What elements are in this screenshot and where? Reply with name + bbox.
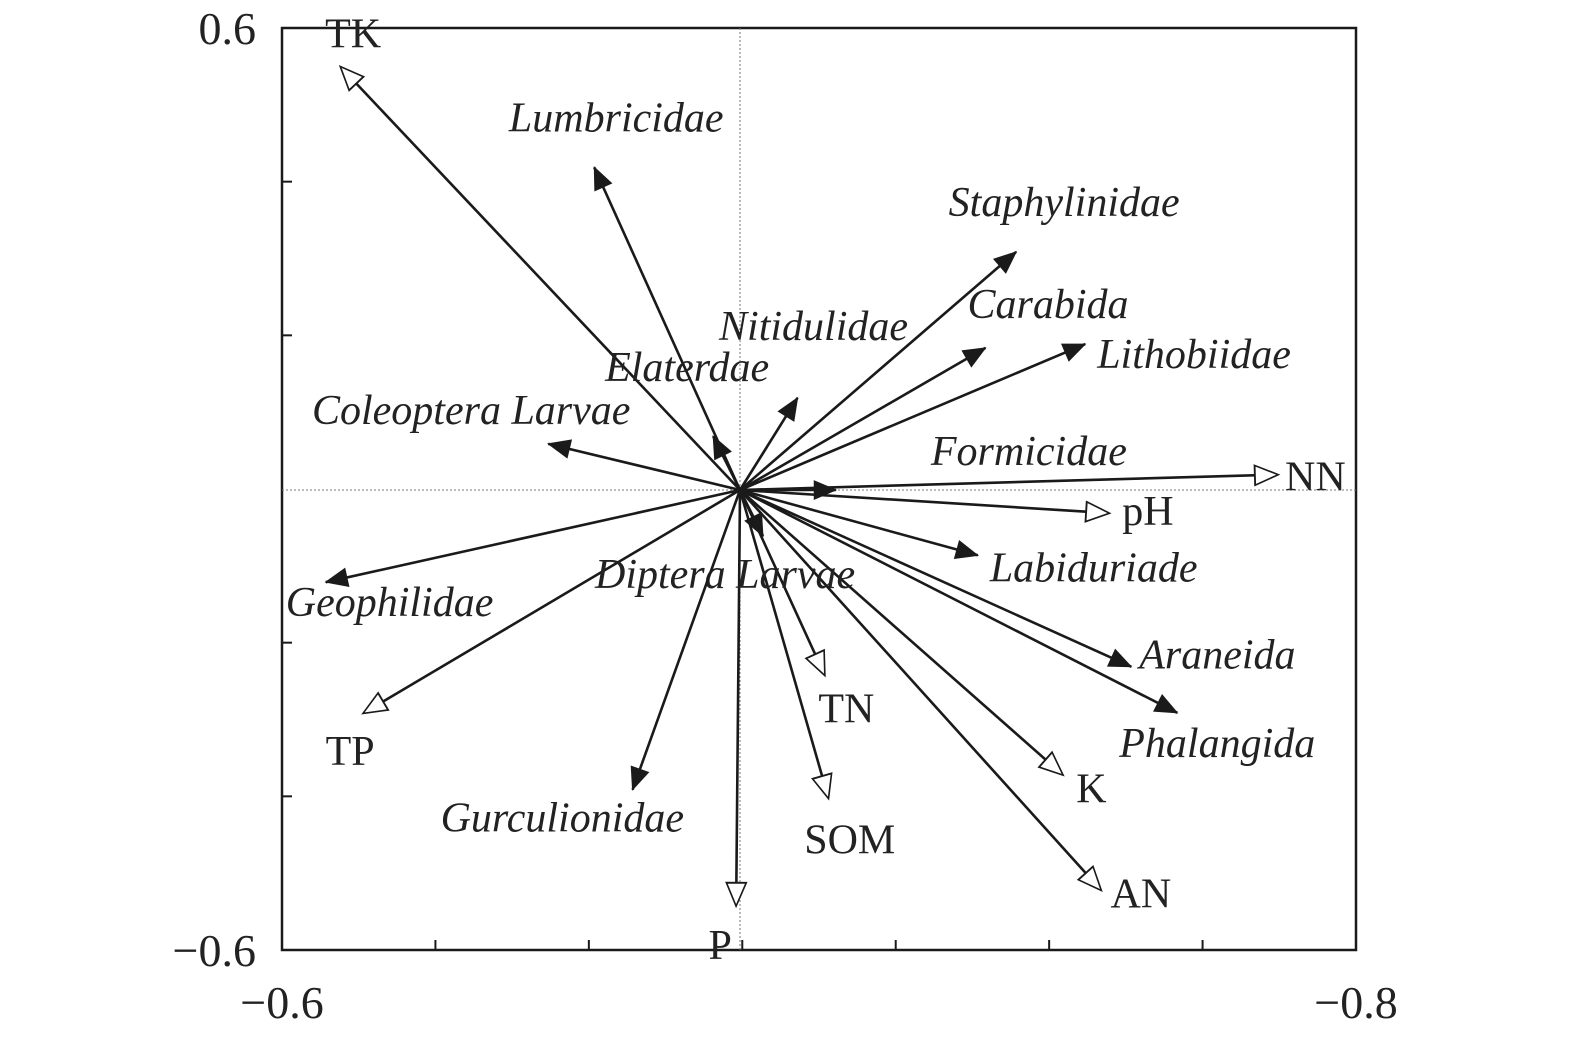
env-arrow-som xyxy=(738,489,833,801)
species-label-diptera-larvae: Diptera Larvae xyxy=(594,552,855,598)
env-arrow-ph xyxy=(739,488,1112,523)
env-label-tn: TN xyxy=(818,686,874,732)
species-label-gurculionidae: Gurculionidae xyxy=(441,796,684,842)
species-arrow-diptera-larvae xyxy=(738,489,765,538)
environment-vectors: TK NN pH TN TP SOM K AN P xyxy=(325,11,1346,968)
species-label-coleoptera-larvae: Coleoptera Larvae xyxy=(312,388,630,434)
species-label-carabida: Carabida xyxy=(967,282,1128,328)
env-label-tk: TK xyxy=(325,11,381,57)
plot-frame xyxy=(280,26,1358,952)
x-tick-label-right: −0.8 xyxy=(1314,977,1397,1028)
env-label-an: AN xyxy=(1111,872,1172,918)
species-arrow-araneida xyxy=(739,488,1133,668)
species-arrow-carabida xyxy=(739,346,987,492)
env-label-tp: TP xyxy=(326,729,375,775)
species-label-lumbricidae: Lumbricidae xyxy=(508,95,724,141)
env-label-ph: pH xyxy=(1122,489,1173,535)
species-label-araneida: Araneida xyxy=(1136,633,1295,679)
species-label-elaterdae: Elaterdae xyxy=(604,345,769,391)
species-vectors: Lumbricidae Staphylinidae CarabidaLithobii… xyxy=(286,95,1316,841)
x-tick-label-left: −0.6 xyxy=(240,977,323,1028)
species-label-lithobiidae: Lithobiidae xyxy=(1096,332,1291,378)
species-arrow-phalangida xyxy=(739,488,1179,714)
species-arrow-coleoptera-larvae xyxy=(547,439,741,492)
env-arrow-tp xyxy=(361,488,741,715)
species-label-phalangida: Phalangida xyxy=(1118,721,1315,767)
species-arrow-gurculionidae xyxy=(630,489,742,791)
env-arrow-p xyxy=(725,489,748,909)
species-label-geophilidae: Geophilidae xyxy=(286,580,494,626)
env-label-p: P xyxy=(708,923,731,969)
species-arrow-labiduriade xyxy=(739,488,980,560)
species-arrow-lithobiidae xyxy=(739,342,1087,492)
y-tick-label-bottom: −0.6 xyxy=(173,925,256,976)
species-arrow-staphylinidae xyxy=(739,250,1018,491)
species-label-staphylinidae: Staphylinidae xyxy=(949,180,1180,226)
env-arrow-tk xyxy=(338,64,741,491)
species-label-nitidulidae: Nitidulidae xyxy=(718,304,908,350)
env-arrow-nn xyxy=(739,464,1281,492)
y-tick-label-top: 0.6 xyxy=(199,3,257,54)
species-label-labiduriade: Labiduriade xyxy=(989,545,1198,591)
species-arrow-elaterdae xyxy=(711,435,742,491)
env-label-nn: NN xyxy=(1285,455,1346,501)
species-arrow-nitidulidae xyxy=(738,396,799,491)
species-label-formicidae: Formicidae xyxy=(930,429,1127,475)
plot-border xyxy=(280,26,1358,952)
env-label-som: SOM xyxy=(804,817,895,863)
env-arrow-k xyxy=(739,489,1065,777)
env-label-k: K xyxy=(1076,766,1106,812)
species-arrow-geophilidae xyxy=(324,488,741,588)
axis-ticks xyxy=(282,180,1204,950)
env-arrow-an xyxy=(739,489,1103,893)
